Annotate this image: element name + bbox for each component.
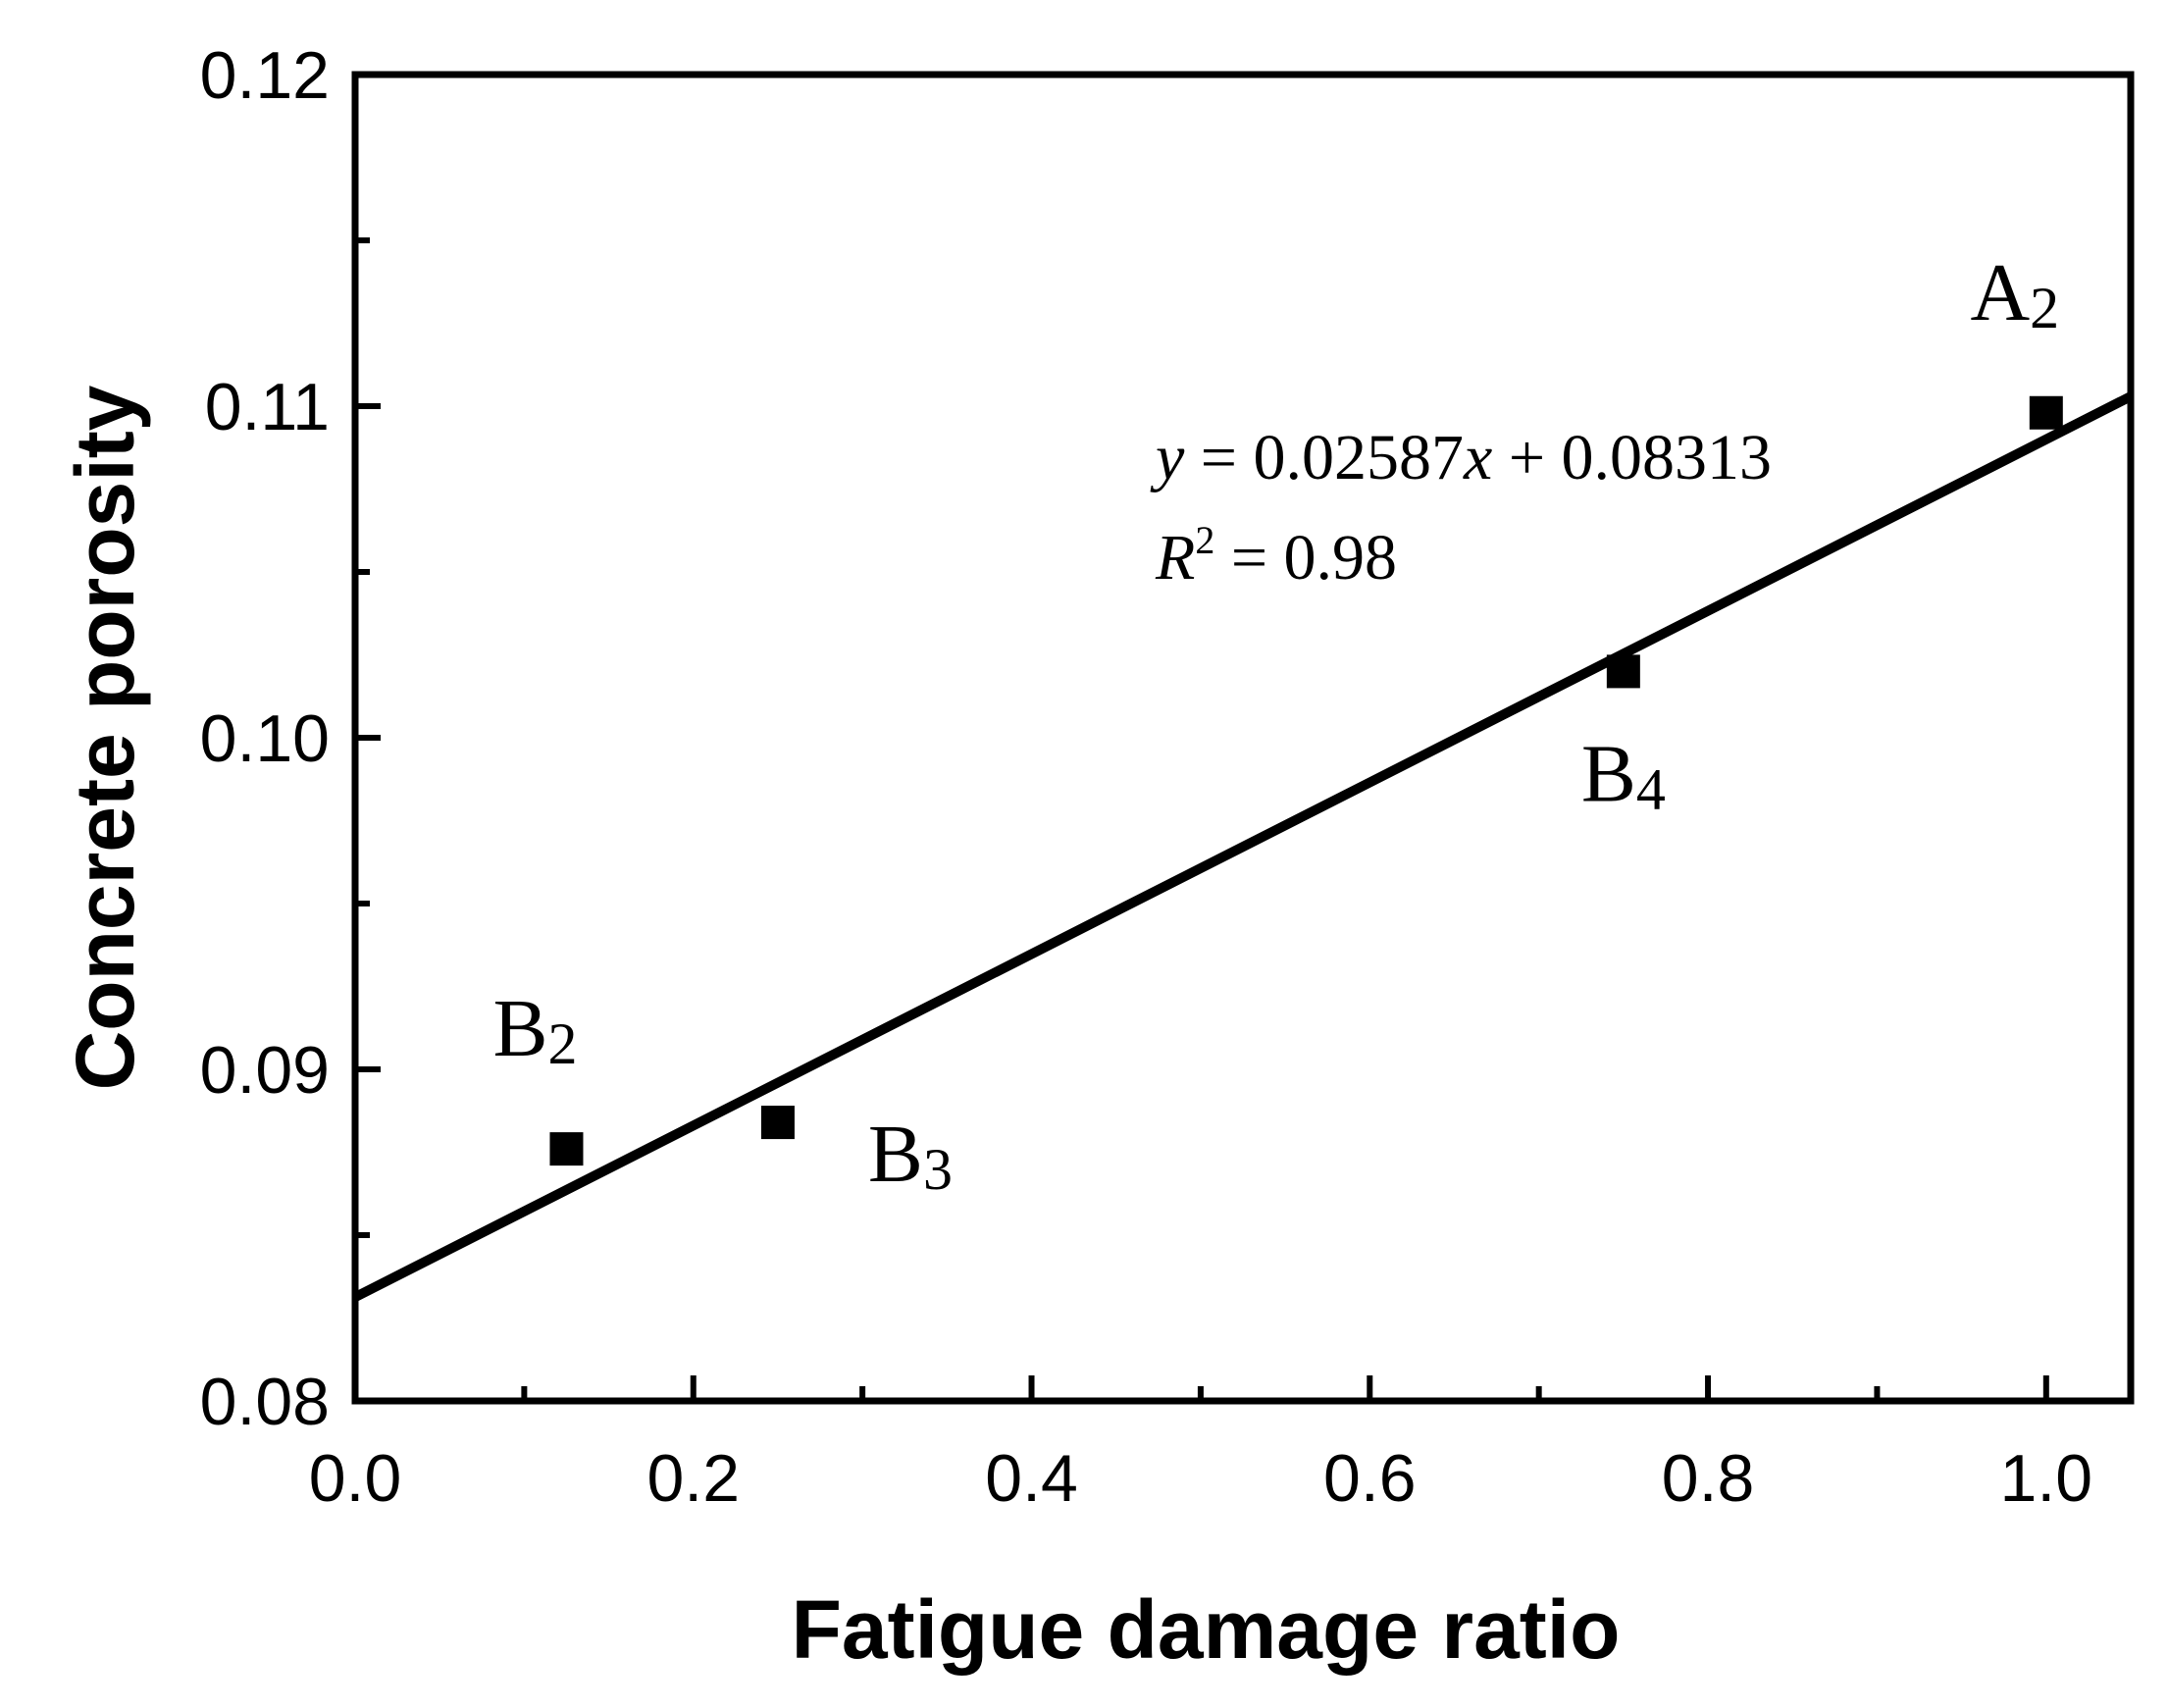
- x-tick-label: 0.2: [646, 1441, 740, 1516]
- eq-y: y: [1150, 422, 1185, 493]
- equation-text: y = 0.02587x + 0.08313: [1150, 422, 1772, 493]
- eq-slope: = 0.02587: [1184, 422, 1464, 493]
- data-point-label: B4: [1581, 728, 1666, 821]
- data-point-marker: [2029, 395, 2063, 430]
- fit-line: [352, 391, 2134, 1302]
- data-point-marker: [1606, 654, 1640, 689]
- x-tick-label: 0.6: [1323, 1441, 1417, 1516]
- y-tick-label: 0.10: [200, 701, 330, 776]
- y-tick-label: 0.08: [200, 1365, 330, 1439]
- eq-intercept: + 0.08313: [1492, 422, 1772, 493]
- data-point-marker: [549, 1132, 584, 1166]
- r2-sup: 2: [1195, 518, 1214, 562]
- y-tick-label: 0.09: [200, 1033, 330, 1108]
- x-tick-label: 0.4: [985, 1441, 1078, 1516]
- data-point-label: A2: [1970, 247, 2059, 340]
- data-point-marker: [760, 1106, 795, 1140]
- data-point-label: B3: [868, 1109, 953, 1202]
- eq-x: x: [1463, 422, 1492, 493]
- fit-line-layer: [352, 391, 2134, 1302]
- x-tick-label: 1.0: [2000, 1441, 2093, 1516]
- r-squared-text: R2 = 0.98: [1155, 518, 1397, 594]
- y-tick-label: 0.11: [205, 370, 330, 444]
- plot-frame: [351, 71, 2135, 1405]
- y-tick-label: 0.12: [200, 38, 330, 113]
- x-axis-title: Fatigue damage ratio: [792, 1583, 1621, 1676]
- data-point-label: B2: [492, 983, 577, 1076]
- x-tick-label: 0.0: [309, 1441, 402, 1516]
- axis-ticks: 0.0 0.2 0.4 0.6 0.8 1.0 0.08 0.09 0.10 0.11 0.12: [200, 38, 2092, 1516]
- data-points-layer: B2 B3 B4 A2: [492, 247, 2063, 1202]
- r2-r: R: [1155, 522, 1195, 594]
- x-tick-label: 0.8: [1662, 1441, 1755, 1516]
- r2-value: = 0.98: [1214, 522, 1397, 594]
- y-axis-title: Concrete porosity: [59, 385, 151, 1090]
